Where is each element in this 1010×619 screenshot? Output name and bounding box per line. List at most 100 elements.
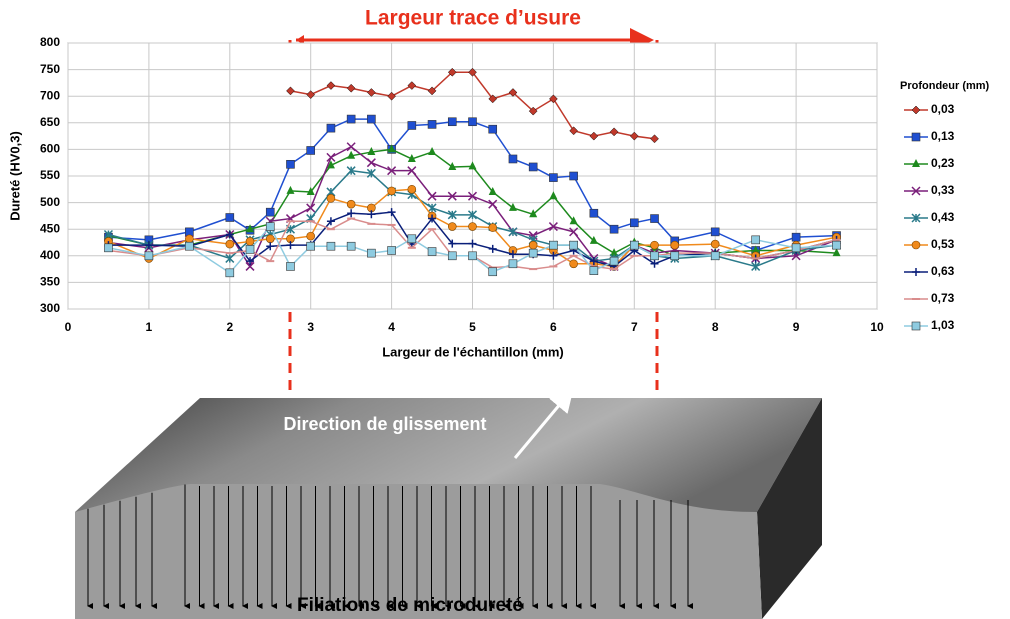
marker — [387, 144, 396, 153]
marker — [589, 257, 598, 266]
marker — [427, 203, 437, 213]
marker — [144, 251, 154, 261]
marker — [387, 246, 396, 255]
marker — [911, 213, 921, 223]
marker — [609, 256, 619, 266]
y-tick-label: 800 — [40, 35, 60, 49]
marker — [306, 203, 316, 213]
marker — [225, 253, 235, 263]
marker — [346, 114, 356, 124]
marker — [670, 240, 680, 250]
marker — [265, 234, 275, 244]
y-tick-label: 650 — [40, 115, 60, 129]
x-tick-label: 1 — [146, 320, 153, 334]
x-tick-label: 5 — [469, 320, 476, 334]
marker — [629, 131, 639, 141]
marker — [326, 241, 336, 251]
marker — [387, 91, 396, 101]
marker — [306, 146, 316, 155]
marker — [104, 243, 113, 253]
marker — [266, 242, 275, 251]
marker — [367, 248, 376, 258]
marker — [751, 235, 760, 245]
marker — [650, 214, 659, 223]
marker — [549, 94, 558, 104]
marker — [447, 117, 457, 127]
legend-item: 0,53 — [904, 237, 955, 251]
plot-area: 300 350 400 450 500 550 600 650 700 750 800 0 1 2 3 4 5 6… — [40, 35, 884, 334]
marker — [265, 207, 275, 217]
marker — [185, 234, 194, 244]
legend-item: 0,13 — [904, 129, 955, 143]
y-tick-label: 750 — [40, 62, 60, 76]
legend-item: 0,73 — [904, 291, 955, 305]
marker — [387, 208, 396, 217]
marker — [326, 152, 336, 162]
marker — [791, 232, 801, 242]
marker — [508, 259, 518, 269]
marker — [791, 243, 801, 253]
legend-item: 1,03 — [904, 318, 955, 332]
marker — [347, 150, 356, 159]
annotation: Direction de glissement — [283, 414, 486, 434]
marker — [428, 214, 437, 223]
y-axis-label: Dureté (HV0,3) — [7, 131, 22, 221]
x-tick-label: 7 — [631, 320, 638, 334]
marker — [629, 240, 639, 250]
annotation: Largeur trace d’usure — [365, 7, 581, 30]
series — [286, 67, 659, 144]
marker — [347, 209, 356, 218]
marker — [589, 208, 599, 218]
marker — [569, 171, 578, 181]
marker — [407, 121, 417, 130]
legend-title: Profondeur (mm) — [900, 80, 990, 92]
marker — [447, 251, 457, 261]
marker — [488, 267, 498, 277]
marker — [245, 261, 255, 271]
marker — [367, 88, 376, 97]
marker — [911, 240, 921, 250]
marker — [367, 147, 376, 156]
marker — [427, 120, 437, 129]
marker — [528, 240, 538, 250]
marker — [528, 248, 538, 258]
marker — [366, 168, 376, 178]
marker — [569, 259, 578, 269]
x-tick-label: 10 — [870, 320, 884, 334]
x-tick-label: 0 — [65, 320, 72, 334]
legend-label: 0,13 — [931, 129, 955, 143]
marker — [346, 83, 356, 93]
marker — [609, 224, 619, 234]
marker — [326, 160, 335, 169]
marker — [529, 209, 538, 218]
legend-label: 0,73 — [931, 291, 955, 305]
marker — [427, 191, 437, 201]
series — [104, 222, 841, 278]
legend-item: 0,63 — [904, 264, 955, 278]
legend-label: 0,33 — [931, 183, 955, 197]
marker — [912, 159, 920, 167]
marker — [832, 248, 841, 257]
legend-item: 0,33 — [904, 183, 955, 197]
marker — [407, 153, 416, 162]
marker — [427, 247, 437, 256]
y-tick-label: 600 — [40, 142, 60, 156]
marker — [326, 123, 336, 133]
marker — [468, 222, 477, 231]
marker — [447, 67, 457, 77]
marker — [468, 251, 477, 261]
marker — [911, 105, 921, 115]
legend-item: 0,03 — [904, 102, 955, 116]
legend-item: 0,23 — [904, 156, 955, 170]
legend-label: 0,43 — [931, 210, 955, 224]
marker — [508, 202, 517, 211]
marker — [346, 241, 356, 251]
series — [104, 114, 841, 255]
marker — [144, 241, 153, 250]
x-tick-label: 6 — [550, 320, 557, 334]
marker — [912, 268, 920, 276]
marker — [245, 245, 255, 254]
marker — [306, 241, 316, 251]
marker — [911, 132, 921, 142]
